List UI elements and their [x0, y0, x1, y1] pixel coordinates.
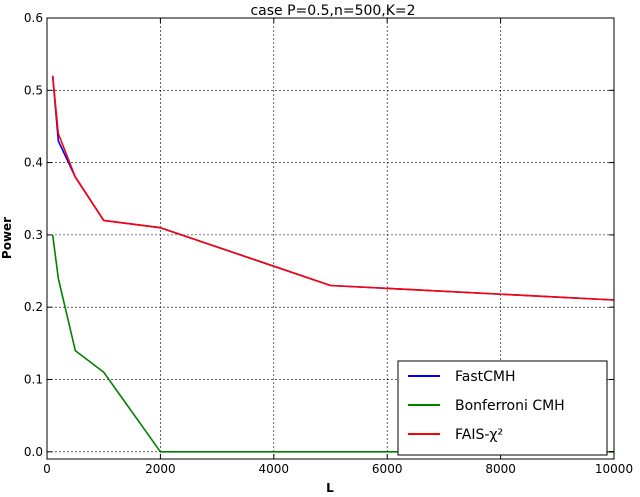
y-tick-label: 0.6	[24, 11, 43, 25]
y-tick-label: 0.1	[24, 372, 43, 386]
legend-label-3: FAIS-χ²	[455, 427, 503, 443]
series-line-1	[51, 75, 615, 301]
chart-title: case P=0.5,n=500,K=2	[250, 3, 415, 19]
y-tick-label: 0.5	[24, 83, 43, 97]
series-line-3	[51, 75, 615, 301]
y-axis-label: Power	[0, 217, 14, 259]
legend: FastCMH Bonferroni CMH FAIS-χ²	[397, 360, 608, 456]
y-tick-label: 0.3	[24, 228, 43, 242]
y-tick-label: 0.2	[24, 300, 43, 314]
x-axis-label: L	[326, 481, 334, 495]
x-tick-label: 4000	[259, 462, 290, 476]
x-tick-label: 2000	[145, 462, 176, 476]
x-tick-label: 8000	[485, 462, 516, 476]
x-tick-label: 6000	[372, 462, 403, 476]
series-layer	[51, 75, 615, 453]
plot-frame	[46, 17, 615, 460]
legend-label-2: Bonferroni CMH	[455, 398, 565, 414]
x-tick-label: 10000	[595, 462, 633, 476]
legend-label-1: FastCMH	[455, 369, 516, 385]
x-tick-label: 0	[43, 462, 51, 476]
series-line-2	[51, 234, 614, 453]
y-tick-label: 0.4	[24, 156, 43, 170]
y-tick-label: 0.0	[24, 445, 43, 459]
axis-ticks: 0 2000 4000 6000 8000 10000 0.0 0.1 0.2 0.3 0.4 0.5…	[24, 11, 633, 476]
